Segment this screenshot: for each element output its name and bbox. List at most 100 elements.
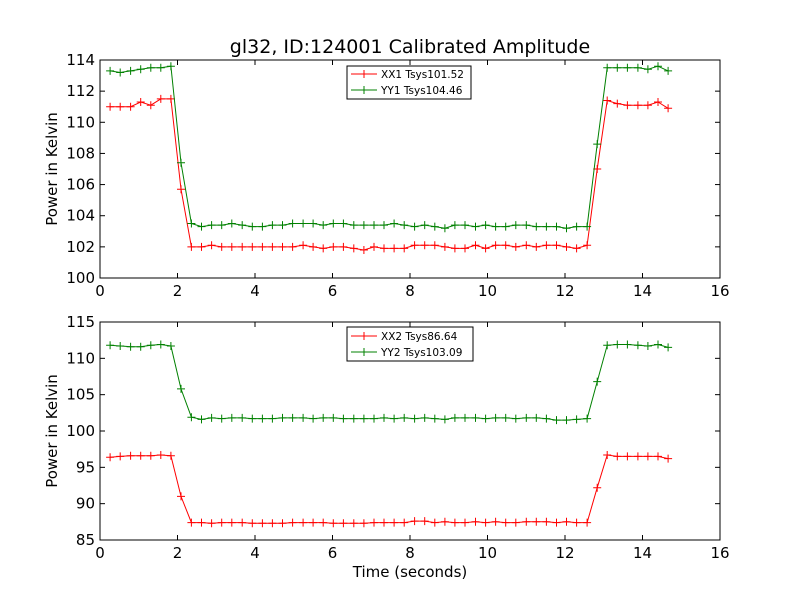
top-series-0-point-51 <box>623 101 632 110</box>
top-series-0-point-53 <box>643 101 652 110</box>
bottom-series-0-point-45 <box>562 517 571 526</box>
top-series-0-point-38 <box>491 241 500 250</box>
bottom-legend-entry-xx2: XX2 Tsys86.64 <box>351 331 458 343</box>
bottom-series-1-point-52 <box>633 341 642 350</box>
bottom-series-1-point-9 <box>197 415 206 424</box>
top-series-1-point-4 <box>146 63 155 72</box>
bottom-series-0-point-8 <box>187 518 196 527</box>
bottom-series-1-point-50 <box>613 340 622 349</box>
top-series-0-point-31 <box>420 241 429 250</box>
bottom-series-1-point-11 <box>217 414 226 423</box>
bottom-series-0-point-50 <box>613 452 622 461</box>
bottom-series-1-point-27 <box>380 413 388 422</box>
top-x-tick-label-4: 8 <box>405 282 415 300</box>
top-series-1-point-44 <box>552 222 561 231</box>
top-series-0-point-11 <box>217 242 226 251</box>
bottom-series-1-point-7 <box>177 384 185 393</box>
top-x-tick-label-2: 4 <box>250 282 260 300</box>
bottom-legend: XX2 Tsys86.64 YY2 Tsys103.09 <box>346 326 474 362</box>
bottom-series-0-point-44 <box>552 518 561 527</box>
bottom-series-1-point-41 <box>522 413 531 422</box>
bottom-series-1-point-42 <box>532 413 541 422</box>
bottom-y-tick-label-1: 90 <box>76 495 95 513</box>
bottom-series-0-point-9 <box>197 518 206 527</box>
top-series-0-point-46 <box>572 244 581 253</box>
top-series-0-point-27 <box>380 244 388 253</box>
bottom-series-1-point-26 <box>370 414 378 423</box>
bottom-series-0-point-3 <box>136 451 145 460</box>
bottom-subplot: 0 2 4 6 8 10 12 14 16 85 90 95 100 105 110 115 Power in… <box>43 313 730 581</box>
top-series-1-point-0 <box>106 66 115 75</box>
top-series-1-point-45 <box>562 224 571 233</box>
bottom-series-1-point-43 <box>542 414 551 423</box>
top-x-tick-label-8: 16 <box>710 282 729 300</box>
top-series-0-point-44 <box>552 241 561 250</box>
top-series-0-point-16 <box>268 242 277 251</box>
top-series-0-point-35 <box>461 244 469 253</box>
bottom-series-0-point-21 <box>319 518 328 527</box>
top-series-0-point-49 <box>603 96 612 105</box>
top-series-0-point-28 <box>390 244 399 253</box>
top-series-0-point-18 <box>288 242 297 251</box>
top-series-1-point-40 <box>511 221 520 230</box>
bottom-series-1-point-39 <box>501 413 510 422</box>
top-series-0-point-22 <box>329 242 338 251</box>
top-series-1-point-38 <box>491 222 500 231</box>
top-series-1-point-47 <box>583 222 592 231</box>
bottom-x-tick-label-2: 4 <box>250 544 260 562</box>
top-series-0-point-4 <box>146 101 155 110</box>
bottom-series-0-point-42 <box>532 517 541 526</box>
top-y-axis-label: Power in Kelvin <box>43 112 61 226</box>
top-series-1-point-32 <box>430 222 439 231</box>
top-series-1-point-24 <box>349 221 358 230</box>
top-series-0-point-17 <box>278 242 287 251</box>
bottom-legend-marker-yy2 <box>357 348 371 356</box>
top-series-1-point-37 <box>481 221 490 230</box>
bottom-series-1-point-54 <box>654 340 662 349</box>
bottom-series-0-point-16 <box>268 519 277 528</box>
top-ticks: 0 2 4 6 8 10 12 14 16 100 102 104 106 108 110 112 114 <box>66 51 729 300</box>
top-y-tick-label-7: 114 <box>66 51 95 69</box>
bottom-series-0-point-54 <box>654 452 662 461</box>
bottom-series-0-point-55 <box>664 454 673 463</box>
bottom-series-0-point-13 <box>238 518 247 527</box>
bottom-series-0-point-2 <box>126 451 135 460</box>
top-series-layer <box>106 62 673 254</box>
bottom-series-0-point-31 <box>420 517 429 526</box>
top-series-1-point-35 <box>461 221 469 230</box>
bottom-series-1-point-45 <box>562 416 571 425</box>
bottom-series-0-point-25 <box>359 519 368 528</box>
top-series-1-point-48 <box>593 140 602 149</box>
top-series-1-point-49 <box>603 63 612 72</box>
bottom-series-1-point-34 <box>450 413 459 422</box>
top-legend-marker-xx1 <box>357 70 371 78</box>
bottom-series-0-point-26 <box>370 518 378 527</box>
bottom-series-1-point-15 <box>258 414 267 423</box>
top-series-0-point-6 <box>166 94 175 103</box>
top-series-1-point-36 <box>471 222 480 231</box>
top-series-1-point-39 <box>501 222 510 231</box>
top-series-1-point-29 <box>400 221 409 230</box>
top-series-1-point-27 <box>380 221 388 230</box>
bottom-series-1-point-38 <box>491 413 500 422</box>
bottom-series-1-point-23 <box>339 414 348 423</box>
top-series-1-point-15 <box>258 222 267 231</box>
top-y-tick-label-4: 108 <box>66 144 95 162</box>
top-series-1-point-13 <box>238 221 247 230</box>
top-series-0-point-52 <box>633 101 642 110</box>
top-x-tick-label-6: 12 <box>555 282 574 300</box>
bottom-series-1-point-0 <box>106 341 115 350</box>
top-series-1-point-20 <box>309 219 318 228</box>
top-series-1-point-54 <box>654 62 662 71</box>
top-series-1-point-3 <box>136 65 145 74</box>
top-series-1-point-50 <box>613 63 622 72</box>
top-series-1-point-25 <box>359 221 368 230</box>
bottom-y-axis-label: Power in Kelvin <box>43 374 61 488</box>
top-series-0-point-36 <box>471 241 480 250</box>
top-legend-label-yy1: YY1 Tsys104.46 <box>380 85 463 97</box>
bottom-x-tick-label-5: 10 <box>478 544 497 562</box>
top-plot-frame <box>99 59 721 279</box>
bottom-series-0-point-49 <box>603 451 612 459</box>
bottom-series-0-point-11 <box>217 518 226 527</box>
